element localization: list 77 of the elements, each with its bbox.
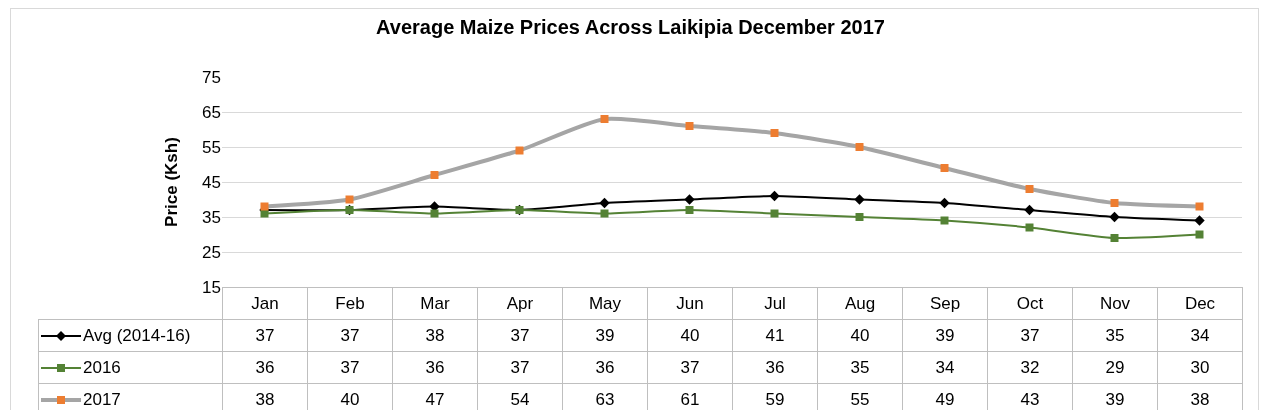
x-tick-label: Aug <box>817 287 903 320</box>
x-tick-label: Sep <box>902 287 988 320</box>
data-label: 35 <box>817 351 903 384</box>
y-tick-label: 65 <box>202 102 221 122</box>
data-label: 38 <box>222 383 308 410</box>
x-tick-label: Mar <box>392 287 478 320</box>
x-tick-label: May <box>562 287 648 320</box>
data-label: 30 <box>1157 351 1243 384</box>
chart-title: Average Maize Prices Across Laikipia December 2017 <box>376 16 885 38</box>
data-label: 40 <box>647 319 733 352</box>
data-label: 34 <box>1157 319 1243 352</box>
point <box>939 197 950 209</box>
data-label: 47 <box>392 383 478 410</box>
point <box>769 190 780 202</box>
point <box>430 209 439 218</box>
data-label: 38 <box>1157 383 1243 410</box>
y-tick-label: 55 <box>202 137 221 157</box>
x-tick-label: Feb <box>307 287 393 320</box>
legend-label: Avg (2014-16) <box>83 325 191 345</box>
data-label: 37 <box>477 351 563 384</box>
y-tick-label: 25 <box>202 242 221 262</box>
point <box>685 206 694 214</box>
y-tick-label: 15 <box>202 277 221 297</box>
data-label: 39 <box>902 319 988 352</box>
point <box>854 194 865 205</box>
data-label: 36 <box>222 351 308 384</box>
data-label: 37 <box>222 319 308 352</box>
x-tick-label: Jan <box>222 287 308 320</box>
x-tick-label: Jun <box>647 287 733 320</box>
data-label: 36 <box>732 351 818 384</box>
data-label: 63 <box>562 383 648 410</box>
data-label: 59 <box>732 383 818 410</box>
point <box>855 213 864 221</box>
point <box>1024 204 1035 216</box>
data-label: 37 <box>477 319 563 352</box>
data-label: 40 <box>307 383 393 410</box>
data-label: 39 <box>562 319 648 352</box>
data-label: 37 <box>647 351 733 384</box>
y-tick-label: 45 <box>202 172 221 192</box>
x-tick-label: Oct <box>987 287 1073 320</box>
data-label: 43 <box>987 383 1073 410</box>
data-label: 37 <box>307 319 393 352</box>
data-label: 54 <box>477 383 563 410</box>
data-label: 29 <box>1072 351 1158 384</box>
x-tick-label: Dec <box>1157 287 1243 320</box>
point <box>600 209 609 218</box>
x-tick-label: Nov <box>1072 287 1158 320</box>
y-tick-label: 35 <box>202 207 221 227</box>
data-label: 35 <box>1072 319 1158 352</box>
data-label: 34 <box>902 351 988 384</box>
data-label: 61 <box>647 383 733 410</box>
data-label: 41 <box>732 319 818 352</box>
x-tick-label: Apr <box>477 287 563 320</box>
data-label: 38 <box>392 319 478 352</box>
point <box>599 197 610 209</box>
point <box>1025 223 1034 232</box>
data-label: 32 <box>987 351 1073 384</box>
point <box>1195 230 1204 239</box>
x-tick-label: Jul <box>732 287 818 320</box>
point <box>1109 211 1120 223</box>
data-label: 37 <box>987 319 1073 352</box>
y-tick-label: 75 <box>202 67 221 87</box>
point <box>940 216 949 225</box>
data-label: 49 <box>902 383 988 410</box>
data-label: 39 <box>1072 383 1158 410</box>
data-label: 55 <box>817 383 903 410</box>
data-label: 36 <box>392 351 478 384</box>
data-label: 36 <box>562 351 648 384</box>
legend-label: 2017 <box>83 389 121 409</box>
point <box>684 194 695 205</box>
data-label: 37 <box>307 351 393 384</box>
point <box>770 209 779 218</box>
point <box>1110 234 1119 242</box>
point <box>1194 215 1205 226</box>
data-label: 40 <box>817 319 903 352</box>
legend-label: 2016 <box>83 357 121 377</box>
y-axis-title: Price (Ksh) <box>161 137 181 227</box>
